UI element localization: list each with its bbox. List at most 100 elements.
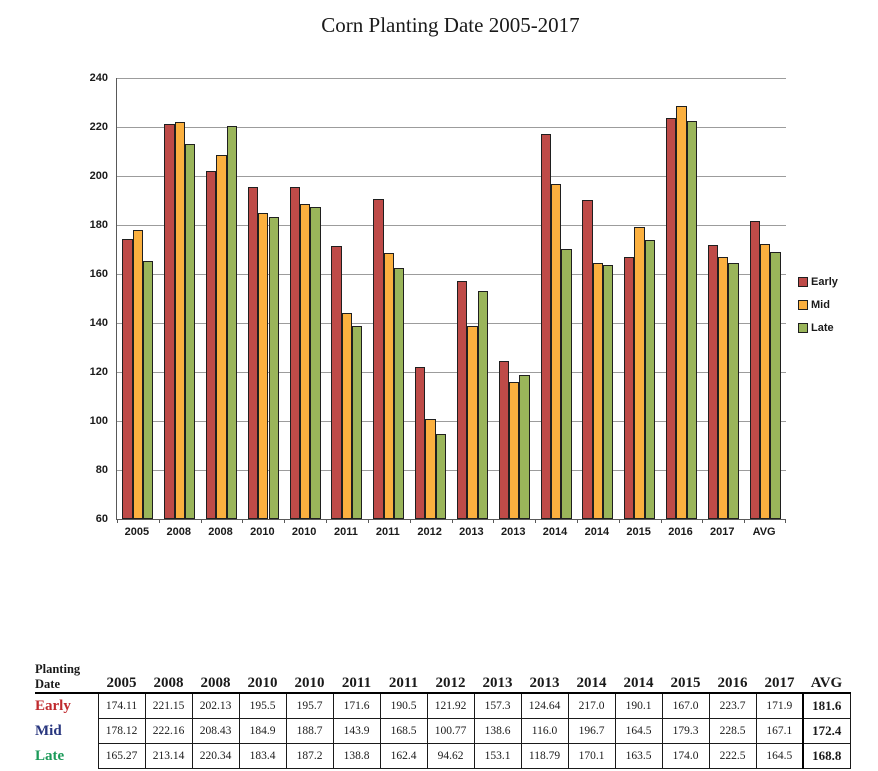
x-axis-label: 2012 [417, 526, 442, 538]
table-column-header: 2010 [239, 650, 286, 694]
table-cell: 195.7 [285, 692, 334, 719]
data-table: Planting Date 2005 2008 2008 2010 2010 2011 20… [35, 650, 851, 769]
bar-late-2016 [686, 120, 697, 519]
x-axis-label: 2008 [166, 526, 191, 538]
table-cell: 124.64 [520, 692, 569, 719]
table-cell: 162.4 [379, 743, 428, 769]
table-cell: 184.9 [238, 718, 287, 744]
table-column-header: 2017 [756, 650, 803, 694]
table-cell: 167.0 [661, 692, 710, 719]
bar-late-2005 [143, 261, 154, 519]
table-column-header: 2011 [380, 650, 427, 694]
table-cell: 213.14 [144, 743, 193, 769]
table-cell: 94.62 [426, 743, 475, 769]
x-tick-mark [702, 519, 704, 523]
bar-early-2011 [373, 199, 384, 519]
bar-late-2008 [184, 143, 196, 519]
x-tick-mark [576, 519, 578, 523]
table-cell: 190.5 [379, 692, 428, 719]
bar-early-2013 [498, 360, 510, 519]
x-tick-mark [326, 519, 328, 523]
x-tick-mark [158, 519, 160, 523]
x-tick-mark [785, 519, 786, 523]
y-tick-label: 240 [89, 72, 108, 84]
bar-early-2005 [122, 239, 133, 519]
y-tick-label: 200 [89, 170, 108, 182]
table-cell: 181.6 [802, 692, 851, 719]
table-cell: 183.4 [238, 743, 287, 769]
table-row: Mid 178.12 222.16 208.43 184.9 188.7 143.9 168.… [35, 718, 851, 744]
table-cell: 116.0 [520, 718, 569, 744]
y-tick-label: 220 [89, 121, 108, 133]
table-row: Early 174.11 221.15 202.13 195.5 195.7 171.6 19… [35, 692, 851, 719]
table-corner-label: Planting Date [35, 650, 98, 694]
bar-late-2014 [603, 265, 614, 519]
gridline [117, 421, 786, 422]
legend-swatch-icon [798, 322, 808, 333]
table-cell: 164.5 [755, 743, 804, 769]
legend-item-early: Early [798, 270, 838, 293]
gridline [117, 127, 786, 128]
bar-mid-avg [759, 243, 771, 519]
bar-mid-2008 [216, 155, 227, 519]
x-axis-label: 2016 [668, 526, 693, 538]
table-cell: 138.6 [473, 718, 522, 744]
table-column-header: 2005 [98, 650, 145, 694]
bar-late-2011 [352, 325, 363, 519]
table-column-header: 2014 [615, 650, 662, 694]
x-axis-label: 2008 [208, 526, 233, 538]
table-cell: 222.16 [144, 718, 193, 744]
legend-swatch-icon [798, 276, 808, 287]
table-cell: 188.7 [285, 718, 334, 744]
y-tick-label: 100 [89, 415, 108, 427]
bar-early-2010 [289, 186, 300, 519]
bar-late-2010 [268, 216, 279, 519]
bar-mid-2013 [467, 326, 478, 519]
legend-label: Mid [811, 298, 830, 311]
bar-mid-2014 [592, 262, 603, 519]
table-cell: 157.3 [473, 692, 522, 719]
table-cell: 221.15 [144, 692, 193, 719]
table-cell: 138.8 [332, 743, 381, 769]
table-column-header: 2012 [427, 650, 474, 694]
bar-late-2012 [435, 434, 447, 519]
x-tick-mark [117, 519, 118, 523]
bar-mid-2011 [383, 253, 394, 519]
table-cell: 165.27 [97, 743, 146, 769]
x-axis-label: 2013 [459, 526, 484, 538]
table-cell: 208.43 [191, 718, 240, 744]
x-axis-label: 2017 [710, 526, 735, 538]
bar-late-2015 [644, 239, 656, 519]
bar-late-2017 [728, 262, 739, 519]
x-tick-mark [409, 519, 411, 523]
bar-mid-2008 [174, 121, 185, 519]
legend-label: Early [811, 275, 838, 288]
bar-early-2014 [582, 200, 593, 519]
table-row-label: Late [35, 747, 65, 764]
x-axis-label: 2014 [542, 526, 568, 538]
bar-early-2008 [164, 124, 175, 519]
plot-area [116, 78, 786, 523]
table-cell: 143.9 [332, 718, 381, 744]
table-cell: 178.12 [97, 718, 146, 744]
table-cell: 170.1 [567, 743, 616, 769]
bar-early-2008 [206, 170, 217, 519]
gridline [117, 78, 786, 79]
table-column-header: 2016 [709, 650, 756, 694]
gridline [117, 225, 786, 226]
x-tick-mark [200, 519, 202, 523]
x-axis-label: 2011 [375, 526, 400, 538]
x-axis-label: 2010 [291, 526, 317, 538]
bar-mid-2005 [132, 229, 144, 519]
x-tick-mark [744, 519, 746, 523]
table-cell: 168.5 [379, 718, 428, 744]
legend-item-mid: Mid [798, 293, 838, 316]
table-cell: 171.6 [332, 692, 381, 719]
gridline [117, 470, 786, 471]
y-tick-label: 120 [89, 366, 108, 378]
table-column-header: 2013 [474, 650, 521, 694]
bar-early-2010 [247, 187, 259, 519]
bar-early-2014 [540, 134, 551, 519]
x-axis-label: AVG [752, 526, 776, 538]
